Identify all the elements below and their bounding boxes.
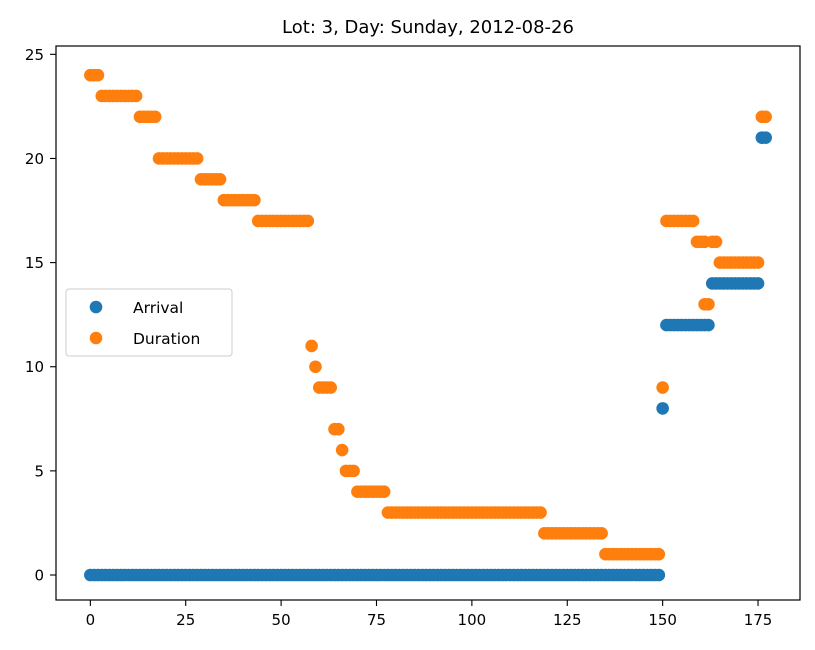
points-layer: [84, 68, 772, 582]
duration-point: [129, 89, 143, 103]
duration-point: [652, 547, 666, 561]
duration-point: [324, 381, 338, 394]
duration-point: [248, 193, 261, 207]
legend-box: [65, 288, 233, 357]
duration-point: [686, 214, 700, 228]
x-tick-label: 75: [367, 611, 386, 629]
x-tick-label: 50: [272, 611, 291, 629]
plot-frame: [55, 45, 801, 601]
legend: Arrival Duration: [65, 288, 233, 357]
duration-point: [377, 485, 391, 499]
duration-point: [309, 360, 322, 374]
y-axis: 0 5 10 15 20 25: [25, 46, 56, 585]
arrival-point: [759, 131, 772, 144]
x-tick-label: 125: [553, 611, 582, 629]
duration-point: [335, 443, 349, 457]
legend-marker-duration: [89, 331, 103, 345]
duration-point: [347, 464, 360, 478]
duration-point: [595, 527, 608, 540]
x-tick-label: 25: [176, 611, 195, 629]
arrival-point: [751, 277, 765, 290]
series-duration: [84, 68, 772, 561]
duration-point: [759, 110, 772, 124]
duration-point: [709, 235, 723, 249]
duration-point: [702, 297, 715, 311]
y-tick-label: 0: [34, 567, 44, 585]
x-tick-label: 0: [86, 611, 96, 629]
arrival-point: [652, 568, 666, 582]
x-tick-label: 175: [744, 611, 773, 629]
duration-point: [534, 506, 547, 519]
y-tick-label: 15: [25, 254, 44, 272]
series-arrival: [84, 131, 772, 582]
chart-title: Lot: 3, Day: Sunday, 2012-08-26: [282, 17, 574, 38]
y-tick-label: 25: [25, 46, 44, 64]
y-tick-label: 10: [25, 358, 44, 376]
y-tick-label: 20: [25, 150, 44, 168]
duration-point: [751, 256, 765, 269]
duration-point: [213, 172, 227, 186]
duration-point: [91, 68, 105, 82]
x-tick-label: 150: [648, 611, 677, 629]
legend-marker-arrival: [89, 300, 103, 314]
arrival-point: [656, 402, 669, 415]
duration-point: [301, 214, 315, 228]
legend-label-arrival: Arrival: [133, 299, 183, 317]
arrival-point: [702, 318, 715, 332]
duration-point: [305, 339, 318, 353]
x-tick-label: 100: [458, 611, 487, 629]
duration-point: [656, 381, 669, 394]
duration-point: [148, 110, 162, 124]
duration-point: [190, 152, 204, 165]
x-axis: 0 25 50 75 100 125 150 175: [86, 600, 773, 629]
legend-label-duration: Duration: [133, 330, 200, 348]
duration-point: [332, 422, 345, 436]
y-tick-label: 5: [34, 462, 44, 480]
